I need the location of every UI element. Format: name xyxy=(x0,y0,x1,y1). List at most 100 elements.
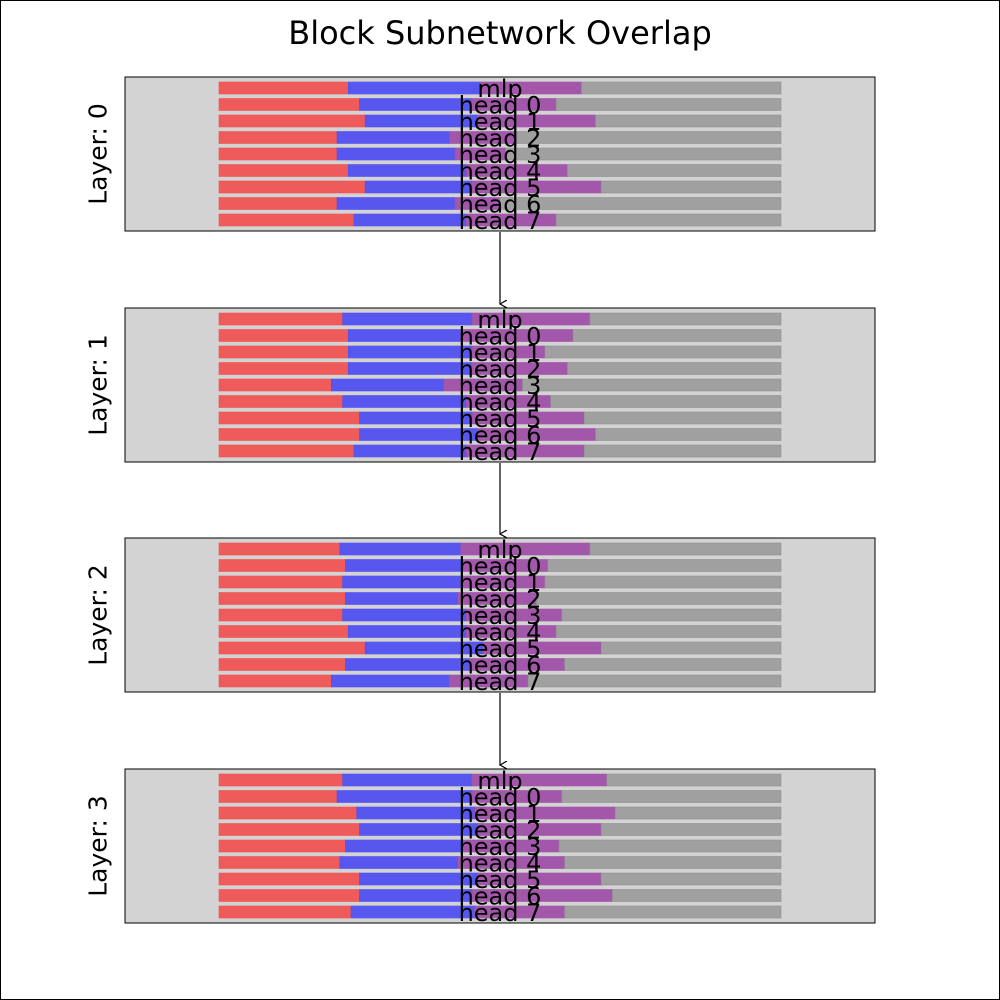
bar-segment-gray xyxy=(567,362,782,375)
bar-segment-red xyxy=(218,362,349,375)
bar-segment-blue xyxy=(345,592,459,605)
bar-segment-gray xyxy=(606,773,782,787)
bar-segment-red xyxy=(218,411,360,425)
bar-segment-blue xyxy=(347,329,461,342)
bar-segment-red xyxy=(218,378,332,392)
bar-segment-gray xyxy=(536,592,782,605)
bar-segment-blue xyxy=(356,806,476,820)
bar-segment-gray xyxy=(589,312,782,326)
bar-segment-gray xyxy=(583,411,782,425)
bar-segment-gray xyxy=(614,806,782,820)
bar-segment-gray xyxy=(564,658,782,671)
bar-segment-blue xyxy=(342,395,467,408)
bar-segment-red xyxy=(218,428,360,441)
bar-segment-blue xyxy=(331,378,445,392)
layer-label: Layer: 3 xyxy=(84,795,113,897)
bar-segment-red xyxy=(218,658,346,671)
bar-segment-blue xyxy=(350,905,476,919)
bar-segment-red xyxy=(218,823,360,836)
bar-segment-red xyxy=(218,542,341,556)
bar-segment-gray xyxy=(600,872,782,886)
bar-segment-red xyxy=(218,81,349,95)
bar-segment-red xyxy=(218,329,349,342)
bar-segment-red xyxy=(218,147,338,161)
bar-segment-blue xyxy=(347,625,467,638)
bar-segment-gray xyxy=(600,180,782,194)
bar-segment-blue xyxy=(342,773,473,787)
bar-segment-gray xyxy=(589,542,782,556)
bar-segment-red xyxy=(218,164,349,177)
bar-segment-red xyxy=(218,444,355,458)
bar-segment-gray xyxy=(567,164,782,177)
bar-segment-gray xyxy=(516,131,782,144)
bar-segment-gray xyxy=(595,114,782,128)
bar-segment-blue xyxy=(336,790,473,803)
bar-segment-blue xyxy=(364,180,473,194)
bar-segment-gray xyxy=(544,345,782,359)
bar-segment-red xyxy=(218,345,349,359)
bar-segment-blue xyxy=(342,312,473,326)
bar-segment-gray xyxy=(572,329,782,342)
bar-segment-blue xyxy=(359,98,473,111)
bar-segment-red xyxy=(218,625,349,638)
bar-segment-gray xyxy=(544,575,782,589)
bar-segment-red xyxy=(218,592,346,605)
bar-segment-red xyxy=(218,559,346,572)
bar-segment-blue xyxy=(345,658,470,671)
layer-label: Layer: 1 xyxy=(84,334,113,436)
bar-segment-blue xyxy=(347,362,473,375)
bar-segment-gray xyxy=(581,81,782,95)
bar-segment-blue xyxy=(339,542,461,556)
bar-segment-blue xyxy=(347,164,467,177)
bar-segment-red xyxy=(218,889,360,902)
bar-segment-gray xyxy=(550,395,782,408)
bar-segment-red xyxy=(218,312,343,326)
bar-segment-blue xyxy=(345,839,464,853)
bar-segment-red xyxy=(218,905,352,919)
bar-segment-red xyxy=(218,197,338,210)
bar-segment-blue xyxy=(342,608,467,622)
layer-label: Layer: 0 xyxy=(84,103,113,205)
bar-segment-gray xyxy=(600,641,782,655)
bar-segment-blue xyxy=(342,575,461,589)
layer-label: Layer: 2 xyxy=(84,564,113,666)
bar-segment-gray xyxy=(555,625,782,638)
bar-segment-gray xyxy=(564,905,782,919)
bar-segment-gray xyxy=(505,147,782,161)
bar-segment-red xyxy=(218,98,360,111)
bar-segment-gray xyxy=(561,608,782,622)
bar-segment-gray xyxy=(499,197,782,210)
bar-segment-gray xyxy=(600,823,782,836)
bar-segment-gray xyxy=(522,378,782,392)
bar-segment-blue xyxy=(345,559,464,572)
bar-segment-red xyxy=(218,180,366,194)
bar-segment-gray xyxy=(595,428,782,441)
bar-segment-blue xyxy=(359,411,473,425)
bar-segment-gray xyxy=(583,444,782,458)
bar-segment-blue xyxy=(353,213,467,227)
bar-segment-gray xyxy=(564,856,782,869)
bar-segment-gray xyxy=(558,839,782,853)
bar-segment-red xyxy=(218,674,332,688)
bar-segment-red xyxy=(218,641,366,655)
bar-segment-red xyxy=(218,213,355,227)
bar-segment-red xyxy=(218,872,360,886)
bar-segment-blue xyxy=(336,197,456,210)
bar-segment-gray xyxy=(555,213,782,227)
bar-segment-red xyxy=(218,806,357,820)
bar-segment-red xyxy=(218,856,341,869)
bar-segment-blue xyxy=(339,856,459,869)
bar-segment-gray xyxy=(561,790,782,803)
bar-segment-red xyxy=(218,395,343,408)
row-label: head 7 xyxy=(459,668,542,696)
bar-segment-gray xyxy=(547,559,782,572)
bar-segment-red xyxy=(218,790,338,803)
chart-title: Block Subnetwork Overlap xyxy=(288,14,712,52)
bar-segment-blue xyxy=(347,345,473,359)
bar-segment-red xyxy=(218,773,343,787)
bar-segment-gray xyxy=(555,98,782,111)
